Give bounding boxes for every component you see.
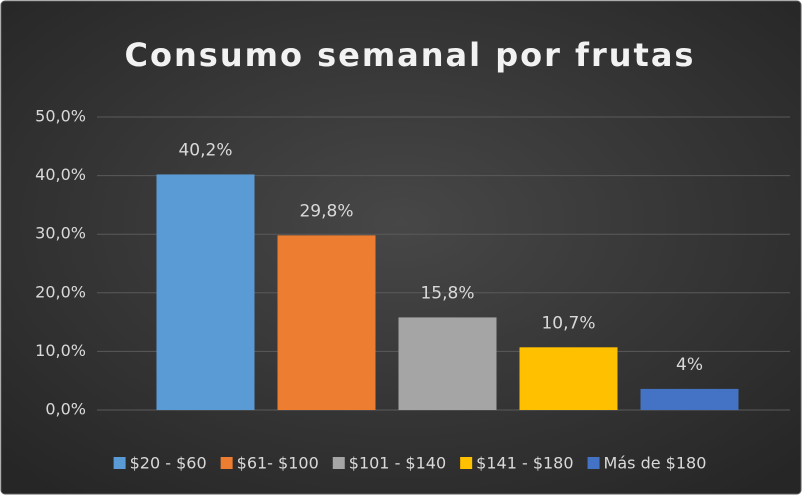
legend-swatch xyxy=(587,457,600,469)
bar xyxy=(398,317,497,410)
y-tick-label: 50,0% xyxy=(35,107,86,126)
y-tick-label: 30,0% xyxy=(35,224,86,243)
legend-label: $61- $100 xyxy=(237,454,319,473)
legend-swatch xyxy=(113,457,126,469)
bar xyxy=(519,347,618,410)
legend-swatch xyxy=(220,457,233,469)
bar xyxy=(156,174,255,410)
bar xyxy=(277,235,376,410)
data-label: 15,8% xyxy=(420,283,474,303)
data-label: 4% xyxy=(676,355,703,375)
legend-label: Más de $180 xyxy=(604,454,707,473)
y-tick-label: 20,0% xyxy=(35,282,86,301)
data-label: 10,7% xyxy=(541,313,595,333)
legend-swatch xyxy=(332,457,345,469)
legend-label: $20 - $60 xyxy=(130,454,207,473)
y-tick-label: 0,0% xyxy=(45,400,86,419)
y-tick-label: 40,0% xyxy=(35,165,86,184)
bar xyxy=(640,388,739,410)
chart-title: Consumo semanal por frutas xyxy=(125,36,696,74)
legend-label: $101 - $140 xyxy=(349,454,446,473)
data-label: 40,2% xyxy=(178,140,232,160)
legend-label: $141 - $180 xyxy=(476,454,573,473)
data-label: 29,8% xyxy=(299,201,353,221)
y-tick-label: 10,0% xyxy=(35,341,86,360)
legend-swatch xyxy=(460,457,473,469)
